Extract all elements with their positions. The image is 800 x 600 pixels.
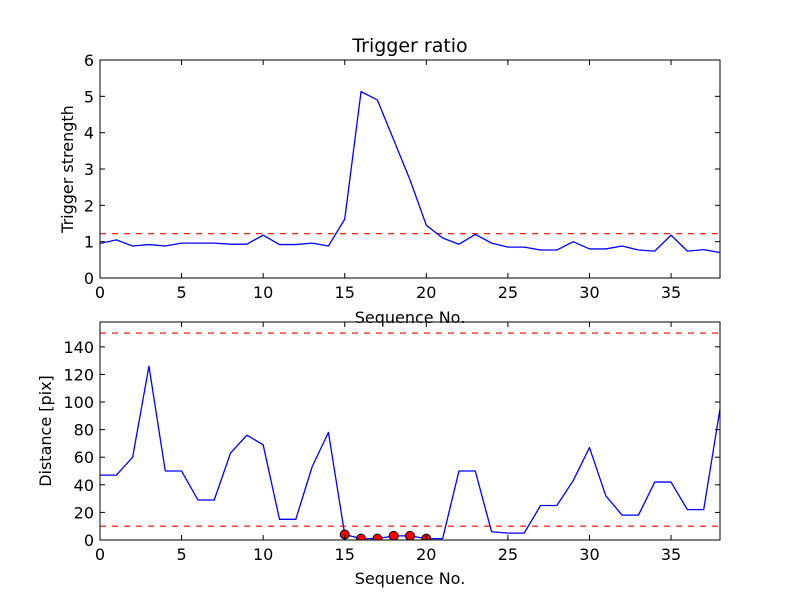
x-tick-label: 0 bbox=[95, 283, 105, 302]
y-tick-label: 0 bbox=[84, 531, 94, 550]
distance-ticks: 0 5 10 15 20 25 30 35 0 20 40 60 80 100 120 140 bbox=[63, 322, 720, 564]
x-tick-label: 25 bbox=[498, 283, 518, 302]
x-tick-label: 5 bbox=[176, 283, 186, 302]
y-tick-label: 140 bbox=[63, 338, 94, 357]
y-tick-label: 60 bbox=[74, 448, 94, 467]
y-tick-label: 0 bbox=[84, 269, 94, 288]
chart-title: Trigger ratio bbox=[351, 35, 467, 57]
y-tick-label: 5 bbox=[84, 87, 94, 106]
trigger-ratio-marks bbox=[100, 90, 720, 254]
y-tick-label: 4 bbox=[84, 124, 94, 143]
x-tick-label: 30 bbox=[579, 283, 599, 302]
y-tick-label: 6 bbox=[84, 51, 94, 70]
y-axis-label: Trigger strength bbox=[58, 105, 77, 234]
y-tick-label: 100 bbox=[63, 393, 94, 412]
data-point-marker bbox=[372, 533, 383, 540]
x-tick-label: 35 bbox=[661, 283, 681, 302]
distance-plot: 0 5 10 15 20 25 30 35 0 20 40 60 80 100 120 140 Sequenc… bbox=[36, 321, 721, 588]
data-point-marker bbox=[405, 530, 415, 540]
y-tick-label: 40 bbox=[74, 476, 94, 495]
x-tick-label: 0 bbox=[95, 545, 105, 564]
trigger-ratio-plot: Trigger ratio 0 5 10 15 20 25 30 35 0 1 2 3 4 5 6 Sequ… bbox=[58, 35, 721, 327]
x-tick-label: 5 bbox=[176, 545, 186, 564]
y-tick-label: 1 bbox=[84, 233, 94, 252]
trigger-ratio-ticks: 0 5 10 15 20 25 30 35 0 1 2 3 4 5 6 bbox=[84, 51, 720, 302]
x-tick-label: 25 bbox=[498, 545, 518, 564]
series-line-0 bbox=[100, 365, 720, 540]
plot-frame bbox=[99, 59, 721, 279]
y-axis-label: Distance [pix] bbox=[36, 375, 55, 487]
y-tick-label: 20 bbox=[74, 503, 94, 522]
x-tick-label: 30 bbox=[579, 545, 599, 564]
y-tick-label: 120 bbox=[63, 365, 94, 384]
x-tick-label: 35 bbox=[661, 545, 681, 564]
x-axis-label: Sequence No. bbox=[355, 308, 466, 327]
x-tick-label: 10 bbox=[253, 283, 273, 302]
plot-frame bbox=[99, 321, 721, 541]
series-line-0 bbox=[100, 90, 720, 254]
x-tick-label: 20 bbox=[416, 545, 436, 564]
distance-marks bbox=[100, 332, 720, 540]
x-tick-label: 15 bbox=[335, 283, 355, 302]
x-tick-label: 10 bbox=[253, 545, 273, 564]
data-point-marker bbox=[388, 530, 399, 540]
y-tick-label: 2 bbox=[84, 196, 94, 215]
y-tick-label: 3 bbox=[84, 160, 94, 179]
data-point-marker bbox=[356, 533, 367, 540]
x-axis-label: Sequence No. bbox=[355, 569, 466, 588]
y-tick-label: 80 bbox=[74, 421, 94, 440]
x-tick-label: 15 bbox=[335, 545, 355, 564]
x-tick-label: 20 bbox=[416, 283, 436, 302]
